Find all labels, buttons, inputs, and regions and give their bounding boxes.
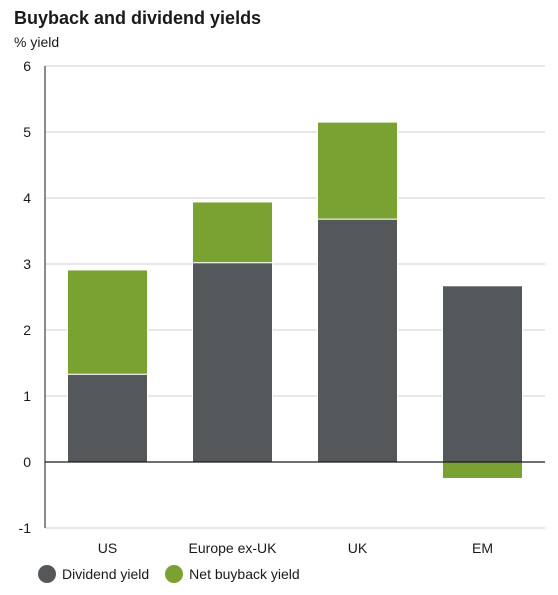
x-tick-label: Europe ex-UK — [189, 540, 278, 556]
y-tick-label: 6 — [23, 58, 31, 74]
y-tick-label: 4 — [23, 190, 31, 206]
x-tick-label: UK — [348, 540, 368, 556]
bar-dividend — [317, 218, 398, 463]
y-tick-label: 5 — [23, 124, 31, 140]
y-tick-label: 2 — [23, 322, 31, 338]
chart-title: Buyback and dividend yields — [14, 8, 262, 28]
legend-label-dividend: Dividend yield — [62, 566, 150, 582]
bar-buyback — [317, 121, 398, 220]
y-tick-label: 0 — [23, 454, 31, 470]
y-tick-label: -1 — [19, 520, 32, 536]
x-tick-label: EM — [472, 540, 493, 556]
legend-swatch-buyback — [165, 565, 184, 583]
y-tick-label: 3 — [23, 256, 31, 272]
legend-item-buyback: Net buyback yield — [165, 565, 300, 583]
x-tick-label: US — [98, 540, 117, 556]
bar-buyback — [442, 461, 523, 479]
bar-chart: -1 0 1 2 3 4 5 6 US Europe ex-UK UK EM — [19, 58, 545, 556]
bar-dividend — [67, 373, 148, 463]
bar-buyback — [67, 269, 148, 375]
legend: Dividend yield Net buyback yield — [38, 565, 316, 583]
bar-buyback — [192, 201, 273, 264]
bar-dividend — [192, 262, 273, 463]
legend-swatch-dividend — [38, 565, 56, 583]
y-axis-label: % yield — [14, 34, 60, 50]
bar-dividend — [442, 285, 523, 463]
y-tick-label: 1 — [23, 388, 31, 404]
legend-item-dividend: Dividend yield — [38, 565, 149, 583]
legend-label-buyback: Net buyback yield — [189, 566, 300, 582]
